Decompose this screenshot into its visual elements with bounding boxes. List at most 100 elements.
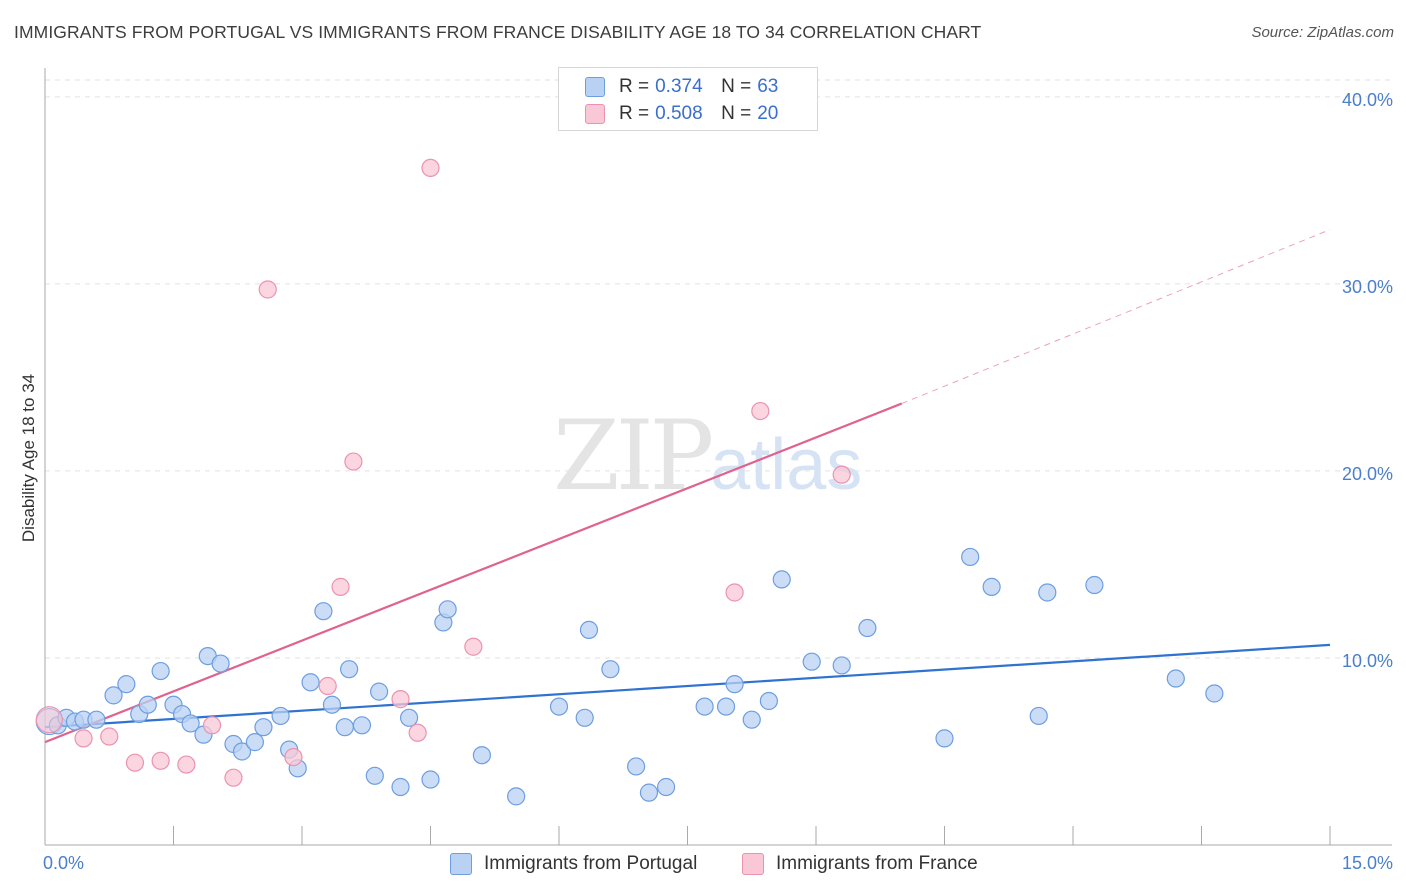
legend: R = 0.374 N = 63 R = 0.508 N = 20 bbox=[558, 67, 818, 131]
y-tick-label: 10.0% bbox=[1342, 651, 1393, 671]
portugal-point bbox=[301, 673, 320, 692]
portugal-point bbox=[472, 746, 491, 765]
portugal-point bbox=[772, 570, 791, 589]
portugal-point bbox=[1166, 669, 1185, 688]
france-point bbox=[35, 706, 63, 734]
portugal-point bbox=[181, 714, 200, 733]
portugal-point bbox=[211, 654, 230, 673]
portugal-point bbox=[340, 660, 359, 679]
portugal-point bbox=[254, 718, 273, 737]
legend-row-portugal: R = 0.374 N = 63 bbox=[585, 74, 778, 100]
portugal-point bbox=[1205, 684, 1224, 703]
portugal-point bbox=[626, 757, 646, 776]
portugal-point bbox=[575, 708, 594, 727]
portugal-point bbox=[1038, 583, 1057, 602]
watermark-zip: ZIP bbox=[553, 400, 714, 512]
portugal-point bbox=[742, 710, 761, 729]
legend-r-value: 0.374 bbox=[655, 76, 703, 97]
watermark-atlas: atlas bbox=[710, 425, 863, 505]
portugal-point bbox=[104, 686, 123, 705]
portugal-point bbox=[352, 716, 372, 735]
portugal-point bbox=[695, 697, 714, 716]
y-tick-label: 20.0% bbox=[1342, 464, 1393, 484]
legend-n-value: 63 bbox=[757, 76, 779, 97]
axes bbox=[44, 68, 1392, 846]
trend-line bbox=[44, 643, 1331, 729]
chart-title: IMMIGRANTS FROM PORTUGAL VS IMMIGRANTS F… bbox=[14, 22, 982, 42]
portugal-point bbox=[961, 547, 980, 567]
france-point bbox=[832, 465, 851, 484]
portugal-point bbox=[601, 660, 620, 679]
portugal-point bbox=[858, 618, 877, 638]
bottom-legend-label-france: Immigrants from France bbox=[776, 853, 978, 874]
france-point bbox=[100, 727, 119, 746]
legend-n-label: N = bbox=[721, 76, 752, 97]
portugal-point bbox=[982, 577, 1001, 596]
portugal-point bbox=[151, 661, 170, 681]
france-point bbox=[391, 690, 410, 709]
legend-r-label: R = bbox=[619, 76, 650, 97]
portugal-point bbox=[507, 787, 526, 806]
x-tick-label: 15.0% bbox=[1342, 853, 1393, 873]
portugal-point bbox=[399, 708, 419, 727]
source-label: Source: ZipAtlas.com bbox=[1251, 24, 1394, 41]
france-point bbox=[258, 280, 277, 299]
portugal-point bbox=[1085, 575, 1104, 595]
bottom-legend-swatch-portugal bbox=[450, 853, 472, 875]
legend-swatch-portugal bbox=[585, 77, 605, 97]
legend-swatch-france bbox=[585, 104, 605, 124]
legend-row-france: R = 0.508 N = 20 bbox=[585, 101, 778, 127]
x-tick-label: 0.0% bbox=[43, 853, 84, 873]
portugal-point bbox=[832, 656, 851, 675]
portugal-point bbox=[716, 697, 736, 716]
legend-r-value: 0.508 bbox=[655, 103, 703, 124]
france-point bbox=[318, 676, 337, 696]
portugal-point bbox=[335, 718, 354, 737]
legend-n-label: N = bbox=[721, 103, 752, 124]
portugal-point bbox=[314, 602, 333, 621]
france-point bbox=[464, 637, 483, 656]
portugal-point bbox=[656, 777, 676, 797]
y-tick-label: 30.0% bbox=[1342, 277, 1393, 297]
france-point bbox=[151, 751, 170, 770]
portugal-point bbox=[639, 783, 659, 802]
portugal-point bbox=[391, 777, 410, 797]
france-point bbox=[725, 583, 744, 602]
france-point bbox=[344, 452, 363, 471]
france-point bbox=[74, 729, 93, 748]
portugal-point bbox=[579, 620, 599, 640]
france-point bbox=[421, 158, 440, 178]
france-point bbox=[125, 753, 145, 772]
portugal-point bbox=[322, 695, 342, 714]
portugal-point bbox=[138, 695, 157, 714]
trend-line-extension bbox=[901, 229, 1331, 405]
trend-lines bbox=[44, 229, 1331, 744]
portugal-point bbox=[271, 706, 290, 726]
portugal-point bbox=[117, 675, 136, 694]
portugal-point bbox=[725, 675, 744, 694]
legend-r-label: R = bbox=[619, 103, 650, 124]
portugal-point bbox=[232, 742, 252, 761]
portugal-point bbox=[1029, 706, 1048, 726]
portugal-point bbox=[421, 770, 440, 789]
portugal-point bbox=[935, 729, 954, 748]
portugal-point bbox=[759, 691, 778, 711]
france-point bbox=[224, 768, 243, 787]
portugal-point bbox=[802, 652, 821, 671]
bottom-legend-label-portugal: Immigrants from Portugal bbox=[484, 853, 698, 874]
france-point bbox=[202, 716, 222, 735]
france-point bbox=[284, 747, 303, 767]
watermark: ZIPatlas bbox=[553, 400, 862, 512]
portugal-point bbox=[365, 766, 384, 785]
portugal-point bbox=[87, 710, 106, 729]
bottom-legend-france: Immigrants from France bbox=[742, 852, 978, 876]
legend-n-value: 20 bbox=[757, 103, 779, 124]
france-point bbox=[751, 401, 770, 421]
trend-line bbox=[44, 402, 903, 744]
france-point bbox=[331, 577, 350, 596]
portugal-point bbox=[549, 697, 569, 716]
france-point bbox=[177, 755, 196, 774]
data-points bbox=[35, 158, 1224, 806]
bottom-legend-portugal: Immigrants from Portugal bbox=[450, 852, 697, 876]
